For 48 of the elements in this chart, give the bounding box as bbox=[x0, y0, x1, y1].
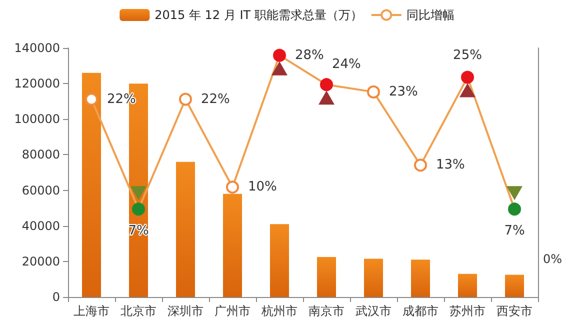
data-label: 23% bbox=[389, 84, 418, 100]
bar bbox=[505, 274, 524, 297]
y-tick-label: 80000 bbox=[22, 148, 60, 162]
x-tick-label: 西安市 bbox=[496, 304, 532, 318]
point bbox=[226, 180, 239, 194]
x-tick-label: 武汉市 bbox=[356, 304, 392, 318]
y-tick-label: 120000 bbox=[14, 76, 60, 91]
point bbox=[179, 92, 192, 106]
point bbox=[508, 202, 521, 216]
point bbox=[414, 158, 427, 172]
data-label: 24% bbox=[332, 57, 361, 72]
data-label: 22% bbox=[201, 92, 230, 107]
bar bbox=[223, 194, 242, 297]
data-label: 25% bbox=[453, 48, 482, 63]
bar bbox=[411, 260, 430, 297]
y-tick-label: 100000 bbox=[14, 112, 60, 126]
point bbox=[273, 48, 286, 62]
y-tick-label: 20000 bbox=[22, 254, 60, 268]
bar bbox=[270, 224, 289, 297]
x-tick-label: 广州市 bbox=[214, 304, 250, 318]
x-tick-label: 成都市 bbox=[402, 304, 438, 318]
data-label: 13% bbox=[436, 158, 465, 173]
point bbox=[85, 92, 98, 106]
bar bbox=[458, 274, 477, 297]
bar bbox=[82, 72, 101, 297]
x-tick-label: 深圳市 bbox=[168, 304, 204, 318]
point bbox=[461, 70, 474, 84]
point bbox=[367, 85, 380, 98]
data-label: 28% bbox=[295, 48, 324, 63]
data-label: 7% bbox=[504, 224, 525, 239]
x-tick-label: 杭州市 bbox=[260, 304, 298, 318]
y-tick-label: 40000 bbox=[22, 218, 60, 233]
bar bbox=[317, 256, 336, 297]
x-tick-label: 北京市 bbox=[120, 304, 156, 318]
y-tick-label: 60000 bbox=[22, 183, 60, 198]
y-tick-label: 0 bbox=[52, 290, 60, 304]
text: 0% bbox=[542, 252, 562, 266]
x-tick-label: 上海市 bbox=[74, 304, 110, 318]
point bbox=[320, 78, 333, 92]
x-tick-label: 南京市 bbox=[308, 304, 344, 318]
bar bbox=[364, 258, 383, 297]
point bbox=[132, 202, 145, 216]
x-tick-label: 苏州市 bbox=[450, 304, 486, 318]
data-label: 10% bbox=[248, 180, 277, 195]
legend-label: 2015 年 12 月 IT 职能需求总量（万） bbox=[154, 8, 362, 22]
bar bbox=[176, 162, 195, 297]
y-tick-label: 140000 bbox=[14, 41, 60, 55]
legend-label: 同比增幅 bbox=[406, 8, 454, 22]
